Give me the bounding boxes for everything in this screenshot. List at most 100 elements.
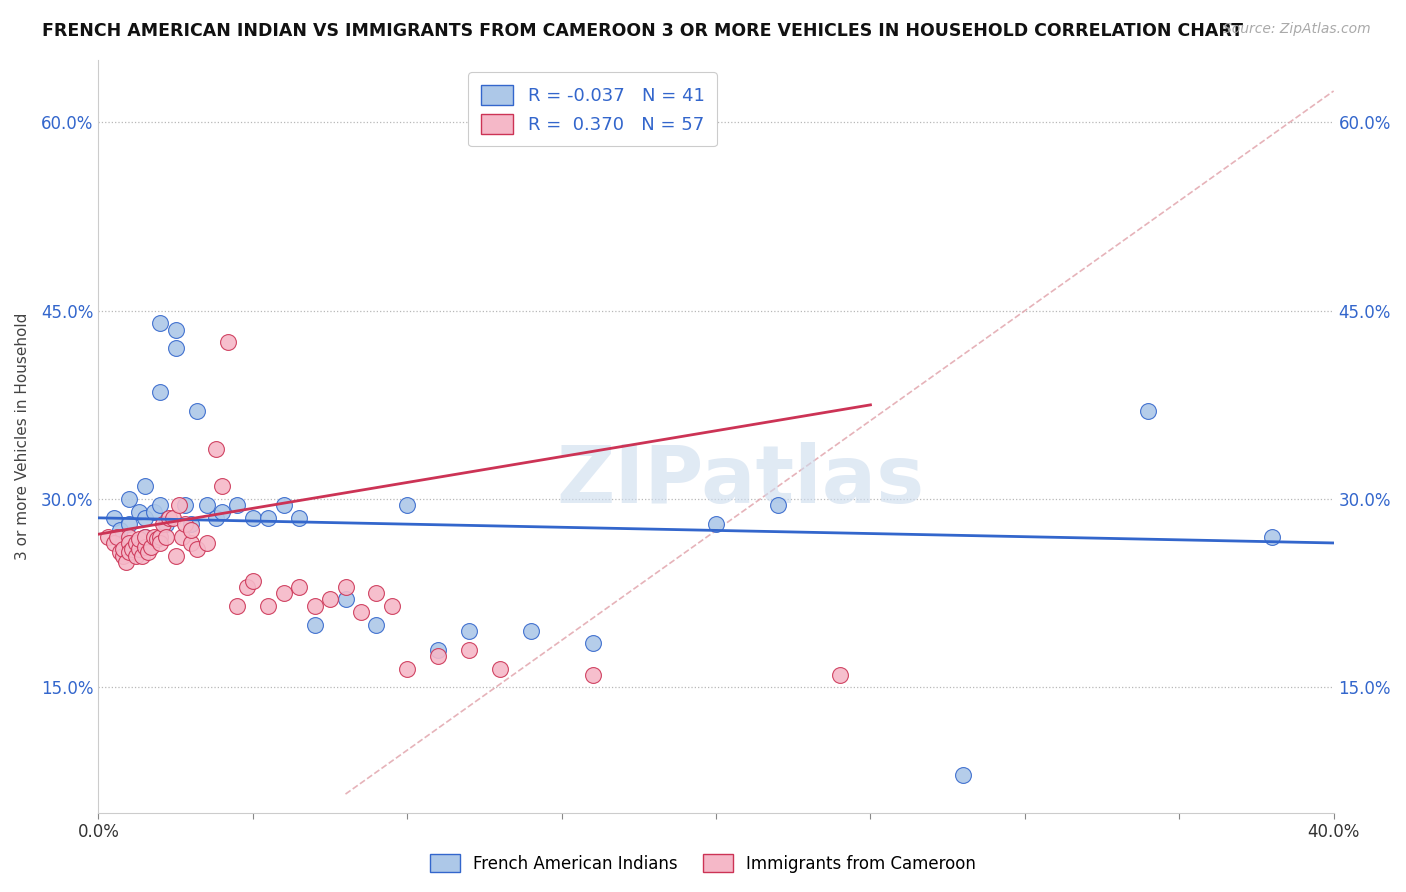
Point xyxy=(520,624,543,638)
Point xyxy=(139,540,162,554)
Point xyxy=(288,511,311,525)
Point xyxy=(704,517,727,532)
Point xyxy=(366,586,388,600)
Text: FRENCH AMERICAN INDIAN VS IMMIGRANTS FROM CAMEROON 3 OR MORE VEHICLES IN HOUSEHO: FRENCH AMERICAN INDIAN VS IMMIGRANTS FRO… xyxy=(42,22,1243,40)
Point xyxy=(1137,404,1160,418)
Point xyxy=(124,549,146,563)
Point xyxy=(149,316,172,330)
Point xyxy=(149,536,172,550)
Point xyxy=(103,511,125,525)
Point xyxy=(366,617,388,632)
Point xyxy=(124,536,146,550)
Point xyxy=(115,555,138,569)
Point xyxy=(155,517,177,532)
Point xyxy=(489,661,512,675)
Point xyxy=(288,580,311,594)
Point xyxy=(257,511,280,525)
Point xyxy=(134,530,156,544)
Point xyxy=(118,517,141,532)
Point xyxy=(128,505,150,519)
Point xyxy=(180,524,202,538)
Point xyxy=(186,404,208,418)
Legend: R = -0.037   N = 41, R =  0.370   N = 57: R = -0.037 N = 41, R = 0.370 N = 57 xyxy=(468,72,717,146)
Point xyxy=(581,667,603,681)
Point xyxy=(112,549,135,563)
Point xyxy=(143,505,166,519)
Point xyxy=(766,498,789,512)
Point xyxy=(195,498,218,512)
Point xyxy=(131,549,153,563)
Point xyxy=(108,524,131,538)
Point xyxy=(165,549,187,563)
Point xyxy=(174,498,197,512)
Point xyxy=(396,661,419,675)
Point xyxy=(1261,530,1284,544)
Y-axis label: 3 or more Vehicles in Household: 3 or more Vehicles in Household xyxy=(15,312,30,560)
Point xyxy=(204,442,226,456)
Point xyxy=(304,599,326,613)
Point xyxy=(167,498,190,512)
Point xyxy=(103,536,125,550)
Point xyxy=(273,586,295,600)
Legend: French American Indians, Immigrants from Cameroon: French American Indians, Immigrants from… xyxy=(423,847,983,880)
Point xyxy=(118,530,141,544)
Point xyxy=(226,498,249,512)
Point xyxy=(427,642,450,657)
Point xyxy=(149,530,172,544)
Point xyxy=(204,511,226,525)
Point xyxy=(458,624,481,638)
Point xyxy=(211,479,233,493)
Point xyxy=(134,511,156,525)
Point xyxy=(226,599,249,613)
Point xyxy=(335,592,357,607)
Point xyxy=(186,542,208,557)
Point xyxy=(136,545,159,559)
Point xyxy=(112,542,135,557)
Point xyxy=(211,505,233,519)
Point xyxy=(381,599,404,613)
Point xyxy=(581,636,603,650)
Point xyxy=(143,530,166,544)
Text: ZIPatlas: ZIPatlas xyxy=(557,442,925,520)
Point xyxy=(427,648,450,663)
Point xyxy=(146,532,169,546)
Point xyxy=(118,491,141,506)
Point xyxy=(952,768,974,782)
Point xyxy=(217,335,239,350)
Point xyxy=(235,580,257,594)
Point xyxy=(162,511,184,525)
Point xyxy=(273,498,295,512)
Point xyxy=(257,599,280,613)
Point xyxy=(118,545,141,559)
Point xyxy=(134,530,156,544)
Point xyxy=(159,511,181,525)
Point xyxy=(105,530,128,544)
Point xyxy=(828,667,851,681)
Point xyxy=(149,385,172,400)
Point xyxy=(242,574,264,588)
Point xyxy=(242,511,264,525)
Point xyxy=(458,642,481,657)
Point xyxy=(108,545,131,559)
Point xyxy=(165,342,187,356)
Point xyxy=(118,536,141,550)
Point xyxy=(128,532,150,546)
Point xyxy=(134,479,156,493)
Point xyxy=(97,530,120,544)
Point xyxy=(195,536,218,550)
Point xyxy=(174,517,197,532)
Point xyxy=(121,542,143,557)
Point xyxy=(165,322,187,336)
Point xyxy=(170,530,193,544)
Point xyxy=(152,517,174,532)
Point xyxy=(112,536,135,550)
Text: Source: ZipAtlas.com: Source: ZipAtlas.com xyxy=(1223,22,1371,37)
Point xyxy=(304,617,326,632)
Point xyxy=(335,580,357,594)
Point xyxy=(319,592,342,607)
Point xyxy=(134,540,156,554)
Point xyxy=(180,536,202,550)
Point xyxy=(396,498,419,512)
Point xyxy=(149,498,172,512)
Point xyxy=(124,542,146,557)
